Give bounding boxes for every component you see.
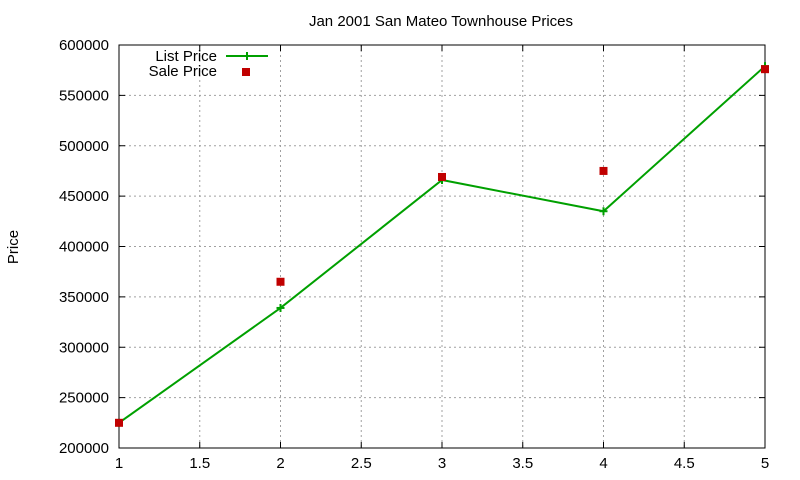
chart-title: Jan 2001 San Mateo Townhouse Prices	[309, 13, 573, 30]
list-price-point	[599, 207, 608, 216]
legend-marker-sale-price	[242, 68, 250, 76]
y-tick-label: 200000	[59, 440, 109, 457]
x-tick-label: 5	[761, 455, 769, 472]
x-axis-ticks: 1 1.5 2 2.5 3 3.5 4 4.5 5	[115, 45, 769, 472]
y-tick-label: 500000	[59, 138, 109, 155]
y-tick-label: 250000	[59, 390, 109, 407]
sale-price-point	[761, 65, 769, 74]
legend-label-list-price: List Price	[155, 48, 217, 65]
list-price-point	[276, 303, 285, 312]
sale-price-point	[438, 172, 446, 181]
x-tick-label: 2	[276, 455, 284, 472]
y-tick-label: 350000	[59, 289, 109, 306]
plot-frame	[118, 44, 766, 449]
sale-price-point	[599, 166, 608, 175]
y-axis-label: Price	[5, 230, 22, 264]
series-line-list-price	[118, 65, 766, 424]
y-tick-label: 400000	[59, 239, 109, 256]
sale-price-point	[276, 277, 285, 286]
legend-marker-list-price	[243, 52, 251, 60]
x-tick-label: 3.5	[512, 455, 533, 472]
x-tick-label: 3	[438, 455, 446, 472]
x-tick-label: 1	[115, 455, 123, 472]
legend: List Price Sale Price	[149, 48, 268, 80]
legend-label-sale-price: Sale Price	[149, 63, 217, 80]
series	[115, 62, 769, 427]
sale-price-point	[115, 418, 123, 427]
y-tick-label: 600000	[59, 37, 109, 54]
x-tick-label: 2.5	[351, 455, 372, 472]
grid	[119, 45, 765, 448]
x-tick-label: 4	[599, 455, 607, 472]
y-tick-label: 450000	[59, 188, 109, 205]
y-tick-label: 300000	[59, 339, 109, 356]
x-tick-label: 4.5	[674, 455, 695, 472]
y-tick-label: 550000	[59, 87, 109, 104]
x-tick-label: 1.5	[189, 455, 210, 472]
